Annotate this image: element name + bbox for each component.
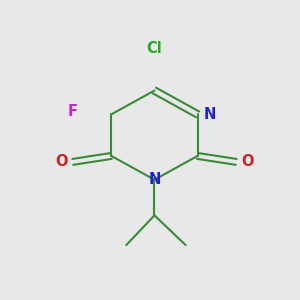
Text: O: O <box>241 154 254 169</box>
Text: F: F <box>68 104 78 119</box>
Text: O: O <box>55 154 68 169</box>
Text: N: N <box>204 107 216 122</box>
Text: Cl: Cl <box>147 41 162 56</box>
Text: N: N <box>148 172 160 187</box>
